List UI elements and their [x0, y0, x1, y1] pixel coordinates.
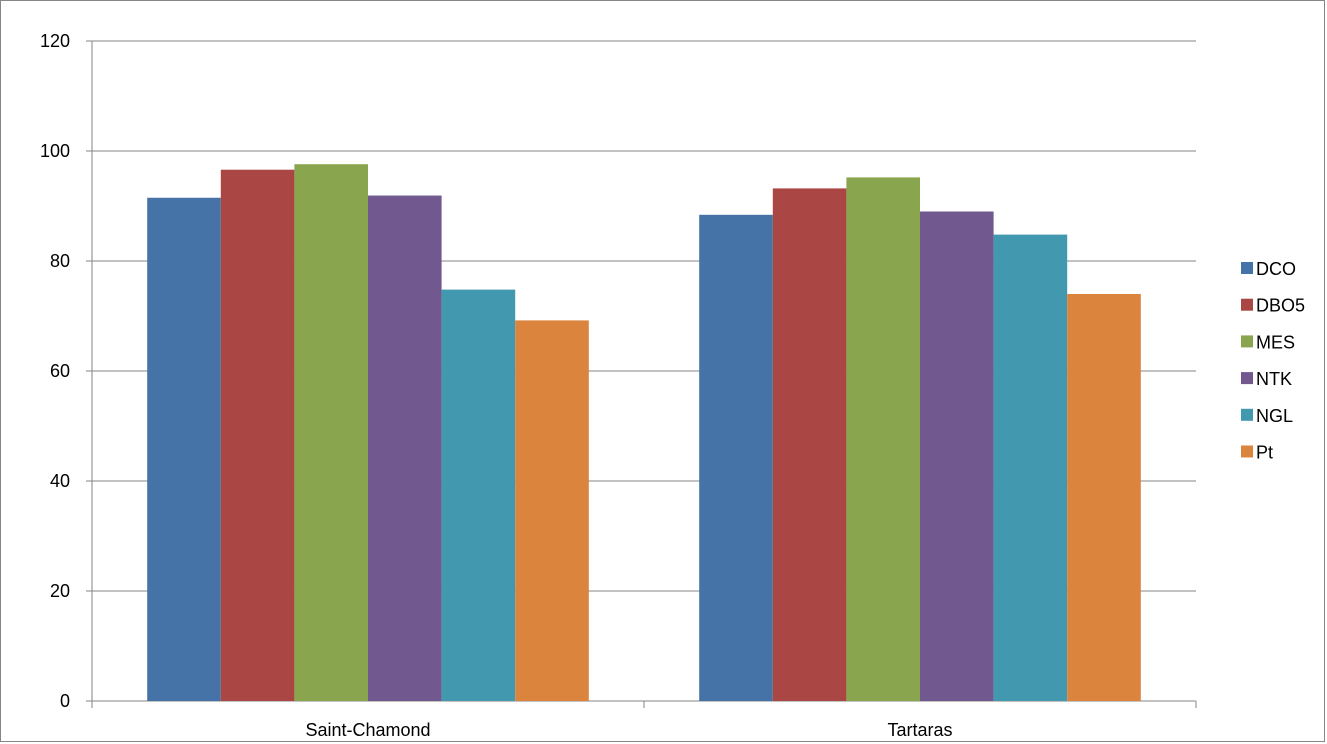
legend-swatch-dbo5 [1241, 298, 1253, 311]
legend-swatch-pt [1241, 445, 1253, 458]
bar-mes-tartaras [846, 177, 920, 701]
bar-ntk-tartaras [920, 211, 994, 701]
y-tick-label: 20 [50, 581, 70, 601]
legend-label-dbo5: DBO5 [1256, 296, 1305, 316]
y-tick-label: 100 [40, 141, 70, 161]
legend-label-ngl: NGL [1256, 406, 1293, 426]
bar-dco-tartaras [699, 214, 773, 702]
bar-pt-saint-chamond [515, 320, 589, 701]
bar-pt-tartaras [1067, 294, 1141, 701]
y-tick-label: 80 [50, 251, 70, 271]
legend-swatch-dco [1241, 262, 1253, 274]
y-tick-label: 0 [60, 691, 70, 711]
bar-dbo5-saint-chamond [220, 169, 295, 701]
bar-ntk-saint-chamond [368, 195, 442, 702]
y-tick-label: 40 [50, 471, 70, 491]
legend-label-pt: Pt [1256, 443, 1273, 463]
bar-dbo5-tartaras [772, 188, 847, 701]
legend-label-ntk: NTK [1256, 369, 1292, 389]
y-tick-label: 60 [50, 361, 70, 381]
x-category-label: Tartaras [887, 720, 952, 740]
y-tick-label: 120 [40, 31, 70, 51]
legend-label-dco: DCO [1256, 259, 1296, 279]
legend-swatch-mes [1241, 335, 1253, 348]
bar-ngl-saint-chamond [441, 289, 516, 701]
legend-swatch-ngl [1241, 408, 1253, 421]
bar-dco-saint-chamond [147, 197, 221, 701]
legend-swatch-ntk [1241, 372, 1253, 385]
bar-mes-saint-chamond [294, 164, 368, 701]
x-category-label: Saint-Chamond [305, 720, 430, 740]
legend-label-mes: MES [1256, 332, 1295, 352]
bar-ngl-tartaras [993, 234, 1068, 701]
